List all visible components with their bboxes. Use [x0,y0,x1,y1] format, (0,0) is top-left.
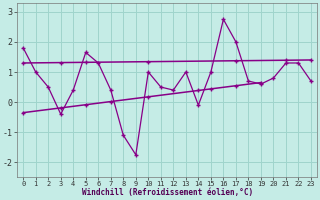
X-axis label: Windchill (Refroidissement éolien,°C): Windchill (Refroidissement éolien,°C) [82,188,253,197]
